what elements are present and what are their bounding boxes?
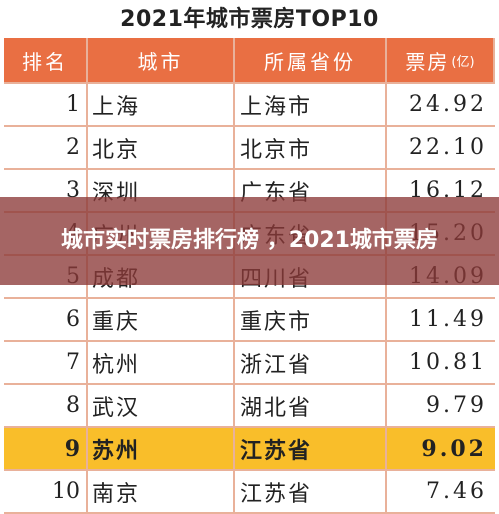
city-cell: 上海	[88, 84, 235, 125]
box-office-cell: 11.49	[409, 307, 487, 332]
city-cell: 武汉	[88, 385, 235, 426]
box-office-cell: 9.02	[421, 435, 487, 462]
header-unit: (亿)	[451, 54, 475, 70]
city-cell: 重庆	[88, 299, 235, 340]
box-office-cell: 24.92	[409, 92, 487, 117]
table-row: 8 武汉 湖北省 9.79	[4, 385, 495, 428]
province-cell: 浙江省	[235, 342, 387, 383]
rank-cell: 7	[4, 342, 88, 383]
table-row: 7 杭州 浙江省 10.81	[4, 342, 495, 385]
table-row: 1 上海 上海市 24.92	[4, 84, 495, 127]
city-cell: 杭州	[88, 342, 235, 383]
province-cell: 江苏省	[235, 428, 387, 469]
rank-cell: 3	[4, 170, 88, 211]
province-cell: 江苏省	[235, 471, 387, 512]
rank-cell: 2	[4, 127, 88, 168]
table-row: 6 重庆 重庆市 11.49	[4, 299, 495, 342]
province-cell: 重庆市	[235, 299, 387, 340]
rank-cell: 6	[4, 299, 88, 340]
header-box-office-label: 票房	[405, 49, 450, 74]
city-cell: 南京	[88, 471, 235, 512]
table-row: 9 苏州 江苏省 9.02	[4, 428, 495, 471]
page-title: 2021年城市票房TOP10	[120, 7, 379, 32]
province-cell: 上海市	[235, 84, 387, 125]
box-office-cell: 9.79	[426, 393, 487, 418]
table-header-row: 排名 城市 所属省份 票房 (亿)	[4, 38, 495, 84]
overlay-caption: 城市实时票房排行榜 ，2021城市票房	[61, 228, 438, 253]
rank-cell: 9	[4, 428, 88, 469]
city-cell: 苏州	[88, 428, 235, 469]
header-city: 城市	[88, 38, 235, 82]
header-box-office: 票房 (亿)	[387, 38, 495, 82]
rank-cell: 1	[4, 84, 88, 125]
city-cell: 北京	[88, 127, 235, 168]
header-province: 所属省份	[235, 38, 387, 82]
box-office-cell: 22.10	[409, 135, 487, 160]
box-office-cell: 7.46	[426, 479, 487, 504]
caption-overlay: 城市实时票房排行榜 ，2021城市票房	[0, 197, 499, 285]
box-office-cell: 10.81	[409, 350, 487, 375]
table-row: 10 南京 江苏省 7.46	[4, 471, 495, 514]
header-rank: 排名	[4, 38, 88, 82]
table-row: 2 北京 北京市 22.10	[4, 127, 495, 170]
rank-cell: 10	[4, 471, 88, 512]
province-cell: 北京市	[235, 127, 387, 168]
rank-cell: 8	[4, 385, 88, 426]
province-cell: 湖北省	[235, 385, 387, 426]
